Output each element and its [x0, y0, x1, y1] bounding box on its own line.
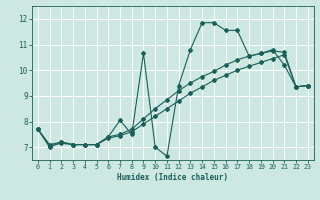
X-axis label: Humidex (Indice chaleur): Humidex (Indice chaleur)	[117, 173, 228, 182]
